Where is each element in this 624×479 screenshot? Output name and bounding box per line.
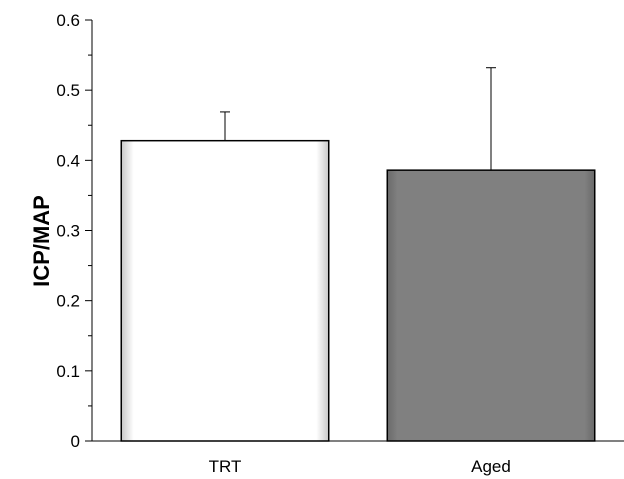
bar-trt xyxy=(120,139,330,442)
y-tick-label: 0.3 xyxy=(56,222,80,241)
y-tick-label: 0.1 xyxy=(56,362,80,381)
x-tick-label: Aged xyxy=(471,457,511,476)
y-tick-label: 0.5 xyxy=(56,81,80,100)
y-axis-ticks: 0 0.1 0.2 0.3 0.4 0.5 0.6 xyxy=(56,11,92,451)
bars-group xyxy=(120,67,596,442)
y-tick-label: 0.4 xyxy=(56,151,80,170)
x-tick-label: TRT xyxy=(209,457,242,476)
y-tick-label: 0.6 xyxy=(56,11,80,30)
x-axis-ticks: TRT Aged xyxy=(209,457,511,476)
y-tick-label: 0.2 xyxy=(56,292,80,311)
y-tick-label: 0 xyxy=(71,432,80,451)
y-axis-title: ICP/MAP xyxy=(29,195,54,287)
bar-aged xyxy=(386,169,596,442)
